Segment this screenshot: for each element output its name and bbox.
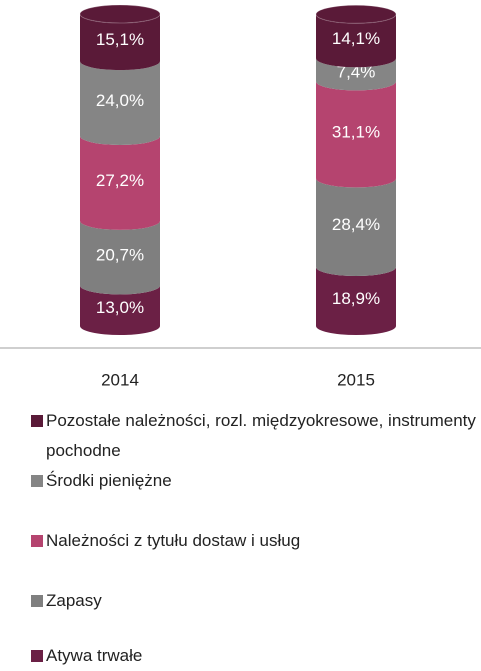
data-label: 7,4% <box>337 62 376 81</box>
data-label: 18,9% <box>332 289 380 308</box>
legend-swatch <box>31 535 43 547</box>
cylinder-segment <box>316 14 396 68</box>
legend-label: Należności z tytułu dostaw i usług <box>46 531 301 550</box>
data-label: 20,7% <box>96 246 144 265</box>
legend-label: Atywa trwałe <box>46 646 143 665</box>
data-label: 31,1% <box>332 122 380 141</box>
data-label: 24,0% <box>96 91 144 110</box>
x-tick-label: 2015 <box>337 370 375 389</box>
cylinder-segment <box>80 285 160 335</box>
data-label: 15,1% <box>96 30 144 49</box>
data-label: 14,1% <box>332 29 380 48</box>
data-label: 28,4% <box>332 215 380 234</box>
cylinder-top <box>315 4 397 24</box>
legend-label: Zapasy <box>46 591 102 610</box>
x-tick-label: 2014 <box>101 370 139 389</box>
cylinder-segment <box>316 58 396 91</box>
legend-swatch <box>31 415 43 427</box>
cylinder-segment <box>316 81 396 188</box>
cylinder-segment <box>80 135 160 230</box>
data-label: 13,0% <box>96 298 144 317</box>
cylinder-segment <box>80 220 160 295</box>
legend-swatch <box>31 475 43 487</box>
chart: 2014 13,0% 20,7% 27,2% 24,0% 15,1% 2015 18,9% 28… <box>0 4 481 389</box>
cylinder-segment <box>316 267 396 335</box>
data-label: 27,2% <box>96 171 144 190</box>
cylinder-segment <box>80 61 160 145</box>
legend-swatch <box>31 650 43 662</box>
legend-label: Pozostałe należności, rozl. międzyokreso… <box>46 411 476 460</box>
cylinder-segment <box>80 14 160 71</box>
legend-label: Środki pieniężne <box>46 471 172 490</box>
cylinder-segment <box>316 178 396 277</box>
legend-swatch <box>31 595 43 607</box>
cylinder-top <box>79 4 161 24</box>
